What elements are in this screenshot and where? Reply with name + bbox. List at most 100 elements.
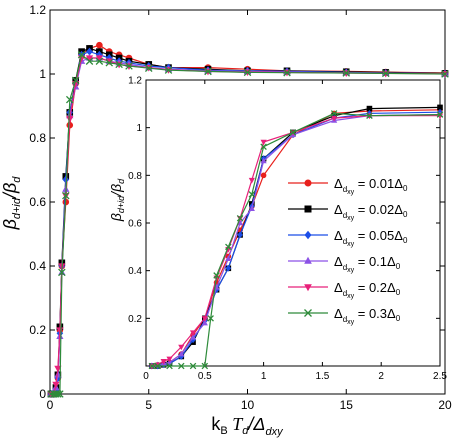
legend-label: Δdxy = 0.01Δ0 (334, 176, 408, 196)
main-data-point (66, 116, 74, 123)
main-data-point (96, 41, 103, 49)
inset-series-line (151, 111, 441, 367)
inset-data-point (330, 110, 338, 117)
legend-label: Δdxy = 0.05Δ0 (334, 228, 408, 248)
legend-item: Δdxy = 0.3Δ0 (288, 306, 401, 326)
legend-label: Δdxy = 0.1Δ0 (334, 254, 401, 274)
main-data-point (144, 64, 153, 72)
inset-data-point (178, 350, 185, 357)
main-series-5 (47, 51, 449, 398)
legend-item: Δdxy = 0.02Δ0 (288, 202, 408, 222)
main-y-tick-label: 0 (39, 387, 46, 401)
inset-data-point (260, 172, 267, 179)
main-y-tick-label: 0.2 (29, 323, 46, 337)
legend-label: Δdxy = 0.3Δ0 (334, 306, 401, 326)
inset-y-tick-label: 0.6 (128, 219, 142, 230)
inset-data-point (225, 264, 232, 272)
inset-x-tick-label: 0 (143, 371, 149, 382)
main-data-point (62, 191, 70, 200)
inset-data-point (148, 362, 156, 370)
inset-data-point (201, 319, 208, 326)
main-y-tick-label: 1.2 (29, 3, 46, 17)
main-x-axis-title: kB Td/Δdxy (211, 414, 284, 438)
inset-data-point (166, 356, 173, 363)
inset-series-line (151, 115, 440, 367)
main-data-point (164, 66, 173, 74)
main-data-point (77, 51, 86, 59)
main-y-axis-title: βd+id/βd (0, 176, 23, 231)
main-data-point (85, 57, 94, 65)
main-x-tick-label: 15 (340, 398, 354, 412)
main-y-tick-label: 0.6 (29, 195, 46, 209)
inset-data-point (178, 353, 185, 360)
inset-plot: 0 0.5 1 1.5 2 2.5 0.2 0.4 0.6 0.8 1 1.2 βd+id/βd Δdxy… (108, 76, 447, 383)
inset-data-point (189, 362, 197, 370)
main-data-point (71, 76, 80, 85)
legend: Δdxy = 0.01Δ0 Δdxy = 0.02Δ0 Δdxy = 0.05Δ0 Δ… (288, 176, 408, 326)
legend-marker (304, 309, 312, 317)
inset-data-point (260, 139, 267, 146)
inset-data-point (366, 105, 373, 112)
legend-item: Δdxy = 0.2Δ0 (288, 280, 401, 300)
inset-data-point (207, 315, 214, 322)
legend-item: Δdxy = 0.05Δ0 (288, 228, 408, 248)
main-data-point (441, 70, 449, 78)
inset-data-point (178, 362, 185, 370)
inset-data-point (436, 111, 444, 118)
inset-data-point (248, 177, 255, 184)
main-data-point (115, 60, 123, 69)
inset-data-point (437, 104, 443, 111)
main-data-point (381, 69, 390, 78)
main-y-tick-label: 0.4 (29, 259, 46, 273)
inset-data-point (289, 129, 297, 136)
inset-y-tick-label: 0.4 (128, 266, 142, 277)
inset-data-point (237, 231, 243, 239)
inset-data-point (260, 143, 267, 150)
inset-data-point (225, 255, 232, 261)
inset-data-point (213, 272, 220, 279)
main-data-point (86, 47, 93, 56)
inset-data-point (248, 205, 255, 211)
inset-data-point (225, 243, 232, 251)
legend-label: Δdxy = 0.02Δ0 (334, 202, 408, 222)
main-data-point (56, 390, 64, 398)
main-data-point (56, 327, 64, 334)
inset-series-line (151, 112, 441, 367)
main-data-point (342, 69, 351, 77)
inset-y-tick-label: 1.2 (128, 76, 142, 87)
main-data-point (105, 59, 114, 67)
inset-x-tick-label: 2.5 (433, 371, 447, 382)
main-data-point (95, 55, 104, 62)
inset-data-point (189, 330, 197, 336)
legend-marker (304, 284, 312, 292)
inset-data-point (178, 344, 185, 351)
legend-label: Δdxy = 0.2Δ0 (334, 280, 401, 300)
inset-x-tick-label: 0.5 (198, 371, 212, 382)
main-x-tick-label: 10 (241, 398, 255, 412)
inset-data-point (154, 362, 162, 370)
legend-marker (304, 205, 312, 213)
inset-data-point (201, 362, 209, 370)
legend-marker (304, 230, 312, 240)
main-y-tick-label: 0.8 (29, 131, 46, 145)
inset-data-point (166, 362, 173, 370)
inset-data-point (366, 112, 373, 120)
inset-y-tick-label: 1 (136, 123, 142, 134)
main-data-point (54, 365, 62, 373)
main-data-point (243, 68, 252, 77)
inset-series-5 (148, 110, 444, 370)
main-data-point (283, 68, 291, 77)
main-x-tick-label: 0 (47, 398, 54, 412)
main-x-tick-label: 20 (438, 398, 452, 412)
inset-series-3 (148, 111, 444, 369)
inset-series-line (151, 114, 441, 367)
main-data-point (204, 67, 212, 76)
main-x-tick-label: 5 (145, 398, 152, 412)
main-data-point (95, 57, 104, 65)
legend-marker (304, 179, 312, 187)
main-data-point (125, 62, 133, 70)
main-y-tick-label: 1 (39, 67, 46, 81)
main-data-point (85, 55, 94, 62)
